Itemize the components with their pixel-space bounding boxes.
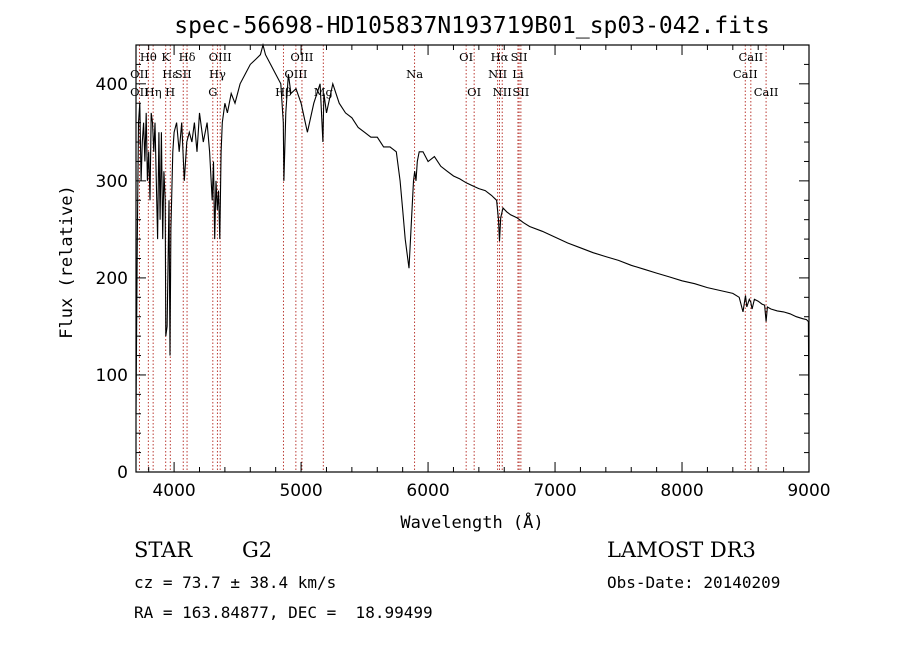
line-label: CaII [733,67,758,81]
plot-frame [135,44,810,473]
y-tick-label: 400 [96,75,128,95]
line-label: Hγ [209,67,226,81]
y-tick-label: 200 [96,269,128,289]
line-label: CaII [738,50,763,64]
spectrum-chart: spec-56698-HD105837N193719B01_sp03-042.f… [57,13,831,533]
line-label: SII [511,50,528,64]
x-tick-label: 9000 [787,481,830,501]
line-label: OII [130,67,149,81]
x-tick-label: 8000 [660,481,703,501]
x-tick-label: 7000 [533,481,576,501]
coordinates-label: RA = 163.84877, DEC = 18.99499 [134,603,433,622]
y-axis-ticks: 0 100 200 300 400 [96,44,809,483]
obs-date-label: Obs-Date: 20140209 [607,573,781,592]
subclass-label: G2 [242,538,273,562]
line-label: OIII [284,67,307,81]
line-label: OI [467,85,481,99]
y-tick-label: 300 [96,172,128,192]
x-tick-label: 6000 [406,481,449,501]
redshift-label: cz = 73.7 ± 38.4 km/s [134,573,337,592]
line-label: OI [459,50,473,64]
spectrum-series-line [135,42,810,434]
line-label: SII [175,67,192,81]
line-label: OIII [290,50,313,64]
line-label: Hε [162,67,178,81]
x-axis-label: Wavelength (Å) [400,511,543,533]
line-label: OIII [209,50,232,64]
line-label: H [165,85,175,99]
line-label: CaII [754,85,779,99]
line-label: OII [130,85,149,99]
line-label: Na [406,67,423,81]
x-axis-ticks: 4000 5000 6000 7000 8000 9000 [148,45,831,501]
line-label: NII [488,67,507,81]
x-tick-label: 5000 [279,481,322,501]
y-axis-label: Flux (relative) [57,185,77,339]
line-label: K [161,50,170,64]
y-tick-label: 100 [96,366,128,386]
survey-label: LAMOST DR3 [607,538,756,562]
line-label: Hη [145,85,162,99]
line-label: Hθ [140,50,157,64]
y-tick-label: 0 [117,463,128,483]
line-label: SII [512,85,529,99]
chart-title: spec-56698-HD105837N193719B01_sp03-042.f… [174,13,769,39]
line-label: Li [512,67,524,81]
spectral-line-markers [138,45,767,472]
line-label: Hα [491,50,509,64]
line-label: NII [493,85,512,99]
x-tick-label: 4000 [152,481,195,501]
class-label: STAR [134,538,193,562]
line-label: Hδ [179,50,196,64]
line-label: G [208,85,217,99]
